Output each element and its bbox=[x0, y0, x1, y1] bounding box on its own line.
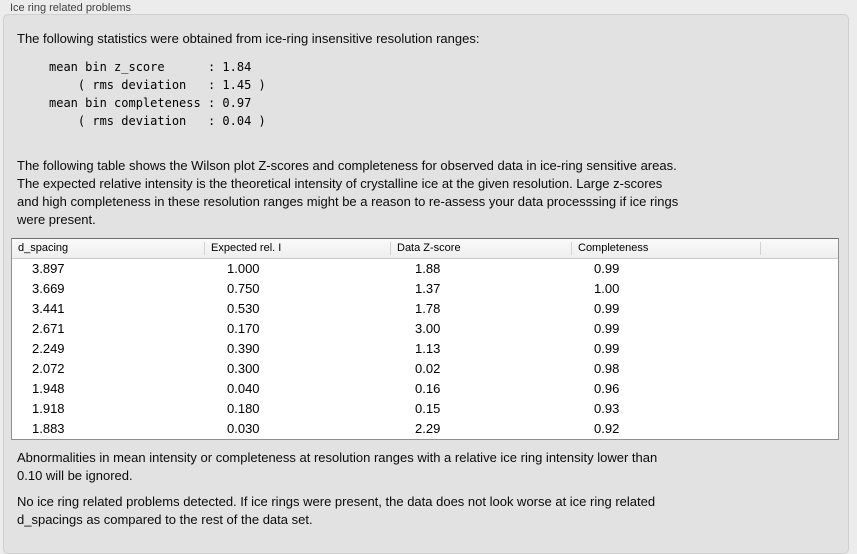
conclusion-text: No ice ring related problems detected. I… bbox=[17, 493, 655, 529]
description-line: The following table shows the Wilson plo… bbox=[17, 158, 677, 173]
table-cell: 3.669 bbox=[32, 281, 65, 296]
header-cell-data-z-score[interactable]: Data Z-score bbox=[391, 239, 572, 258]
table-cell: 2.072 bbox=[32, 361, 65, 376]
table-cell bbox=[761, 319, 838, 339]
table-row[interactable]: 3.897 1.000 1.88 0.99 bbox=[12, 259, 838, 279]
table-cell: 1.13 bbox=[415, 341, 441, 356]
table-cell: 0.99 bbox=[594, 341, 620, 356]
table-cell: 3.441 bbox=[32, 301, 65, 316]
table-cell: 0.98 bbox=[594, 361, 620, 376]
table-cell: 0.15 bbox=[415, 401, 441, 416]
table-row[interactable]: 1.918 0.180 0.15 0.93 bbox=[12, 399, 838, 419]
table-row[interactable]: 1.883 0.030 2.29 0.92 bbox=[12, 419, 838, 439]
table-cell: 1.948 bbox=[32, 381, 65, 396]
intro-text: The following statistics were obtained f… bbox=[17, 31, 480, 46]
table-cell: 0.93 bbox=[594, 401, 620, 416]
table-header: d_spacing Expected rel. I Data Z-score C… bbox=[12, 239, 838, 259]
description-line: and high completeness in these resolutio… bbox=[17, 194, 679, 209]
table-cell: 0.030 bbox=[227, 421, 260, 436]
note-line: Abnormalities in mean intensity or compl… bbox=[17, 450, 658, 465]
table-cell: 0.99 bbox=[594, 301, 620, 316]
table-cell: 2.29 bbox=[415, 421, 441, 436]
table-cell: 1.88 bbox=[415, 261, 441, 276]
table-cell: 0.99 bbox=[594, 261, 620, 276]
table-cell: 1.918 bbox=[32, 401, 65, 416]
table-cell: 0.170 bbox=[227, 321, 260, 336]
table-cell: 0.390 bbox=[227, 341, 260, 356]
table-cell: 2.671 bbox=[32, 321, 65, 336]
table-cell: 0.750 bbox=[227, 281, 260, 296]
ice-ring-group-box: The following statistics were obtained f… bbox=[3, 14, 849, 554]
description-line: were present. bbox=[17, 212, 96, 227]
table-cell: 1.78 bbox=[415, 301, 441, 316]
table-cell: 1.00 bbox=[594, 281, 620, 296]
table-cell: 0.16 bbox=[415, 381, 441, 396]
table-cell bbox=[761, 259, 838, 279]
conclusion-line: d_spacings as compared to the rest of th… bbox=[17, 512, 313, 527]
table-cell: 2.249 bbox=[32, 341, 65, 356]
table-cell bbox=[761, 419, 838, 439]
table-row[interactable]: 3.441 0.530 1.78 0.99 bbox=[12, 299, 838, 319]
header-cell-d-spacing[interactable]: d_spacing bbox=[12, 239, 205, 258]
table-body: 3.897 1.000 1.88 0.99 3.669 0.750 1.37 1… bbox=[12, 259, 838, 439]
table-cell: 0.040 bbox=[227, 381, 260, 396]
table-cell: 0.92 bbox=[594, 421, 620, 436]
table-cell bbox=[761, 379, 838, 399]
table-row[interactable]: 2.671 0.170 3.00 0.99 bbox=[12, 319, 838, 339]
conclusion-line: No ice ring related problems detected. I… bbox=[17, 494, 656, 509]
header-cell-completeness[interactable]: Completeness bbox=[572, 239, 761, 258]
table-cell bbox=[761, 299, 838, 319]
ice-ring-table: d_spacing Expected rel. I Data Z-score C… bbox=[11, 238, 839, 440]
header-cell-expected-rel-i[interactable]: Expected rel. I bbox=[205, 239, 391, 258]
table-cell: 1.883 bbox=[32, 421, 65, 436]
header-cell-empty[interactable] bbox=[761, 239, 838, 258]
table-cell: 3.00 bbox=[415, 321, 441, 336]
table-row[interactable]: 1.948 0.040 0.16 0.96 bbox=[12, 379, 838, 399]
table-cell: 0.530 bbox=[227, 301, 260, 316]
description-text: The following table shows the Wilson plo… bbox=[17, 157, 678, 229]
table-cell: 0.180 bbox=[227, 401, 260, 416]
stats-block: mean bin z_score : 1.84 ( rms deviation … bbox=[49, 60, 266, 128]
description-line: The expected relative intensity is the t… bbox=[17, 176, 663, 191]
table-cell bbox=[761, 339, 838, 359]
table-cell: 0.96 bbox=[594, 381, 620, 396]
table-row[interactable]: 3.669 0.750 1.37 1.00 bbox=[12, 279, 838, 299]
table-cell: 3.897 bbox=[32, 261, 65, 276]
panel-title: Ice ring related problems bbox=[10, 2, 132, 14]
table-cell bbox=[761, 279, 838, 299]
note-ignore-text: Abnormalities in mean intensity or compl… bbox=[17, 449, 657, 485]
table-cell: 1.000 bbox=[227, 261, 260, 276]
table-cell: 1.37 bbox=[415, 281, 441, 296]
table-row[interactable]: 2.072 0.300 0.02 0.98 bbox=[12, 359, 838, 379]
table-cell: 0.02 bbox=[415, 361, 441, 376]
table-cell bbox=[761, 359, 838, 379]
table-cell: 0.300 bbox=[227, 361, 260, 376]
table-cell bbox=[761, 399, 838, 419]
table-row[interactable]: 2.249 0.390 1.13 0.99 bbox=[12, 339, 838, 359]
table-cell: 0.99 bbox=[594, 321, 620, 336]
note-line: 0.10 will be ignored. bbox=[17, 468, 133, 483]
